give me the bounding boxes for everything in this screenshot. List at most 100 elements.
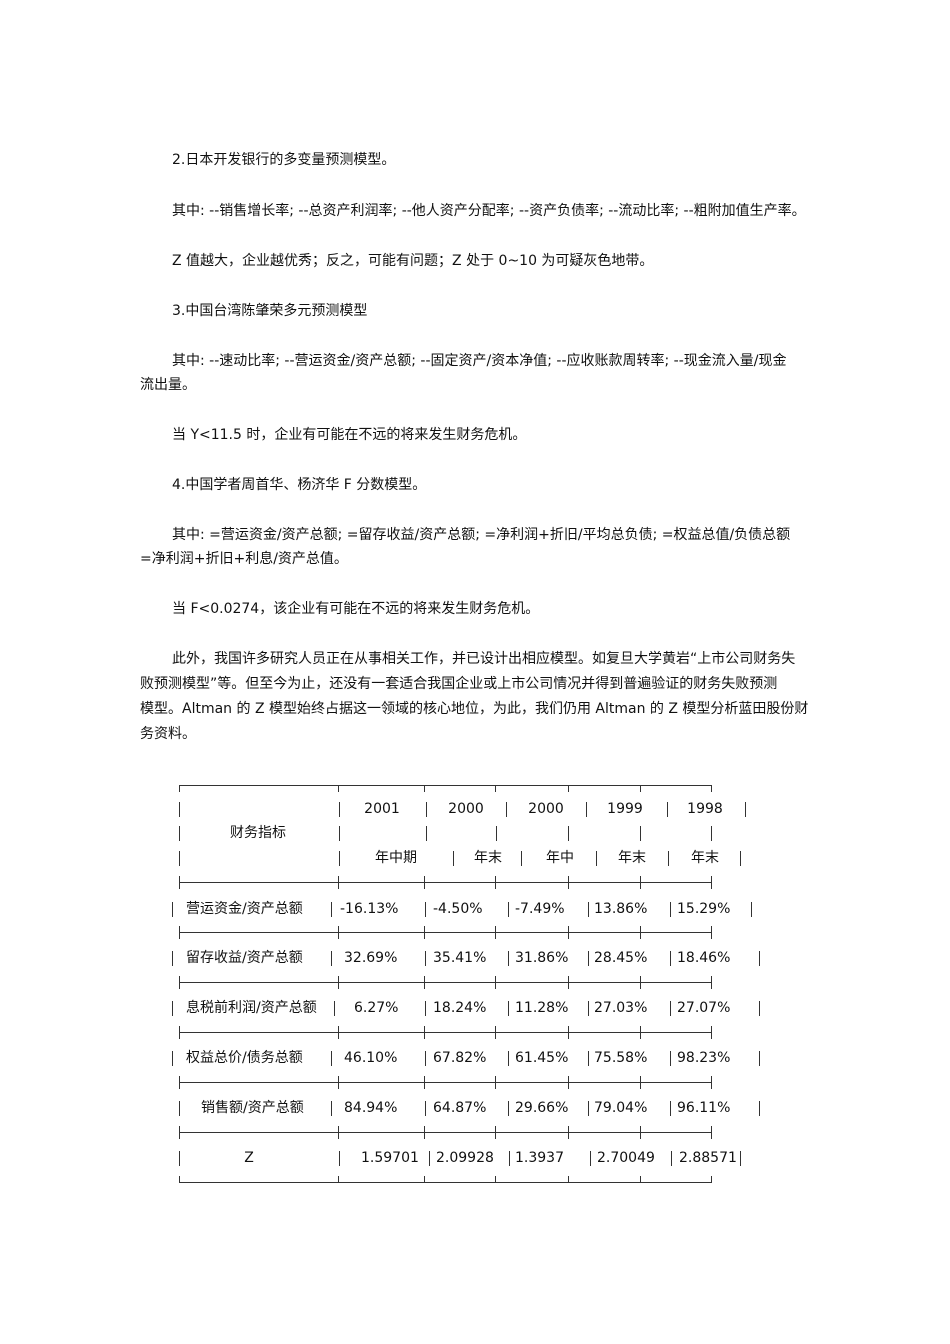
table-pipe — [759, 951, 760, 966]
table-rule-tick — [424, 876, 425, 889]
table-pipe — [508, 1101, 509, 1116]
table-pipe — [179, 851, 180, 866]
table-pipe — [339, 826, 340, 841]
table-rule-tick — [640, 876, 641, 889]
table-cell: 64.87% — [433, 1100, 487, 1116]
table-rule-tick — [338, 926, 339, 939]
table-rule-tick — [179, 785, 180, 792]
table-pipe — [508, 951, 509, 966]
table-rule-tick — [711, 1076, 712, 1089]
table-cell: 15.29% — [677, 901, 731, 917]
table-pipe — [740, 851, 741, 866]
table-rule-tick — [711, 1176, 712, 1183]
table-pipe — [568, 826, 569, 841]
table-pipe — [339, 851, 340, 866]
table-cell: 6.27% — [354, 1000, 399, 1016]
table-cell: 98.23% — [677, 1050, 731, 1066]
table-pipe — [429, 1151, 430, 1166]
table-rule-tick — [338, 876, 339, 889]
table-pipe — [640, 826, 641, 841]
table-cell: 销售额/资产总额 — [201, 1100, 304, 1116]
table-rule-tick — [179, 976, 180, 989]
table-cell: 权益总价/债务总额 — [186, 1050, 303, 1066]
table-pipe — [425, 951, 426, 966]
table-rule-tick — [338, 1176, 339, 1183]
table-cell: 67.82% — [433, 1050, 487, 1066]
paragraph-line: 败预测模型”等。但至今为止，还没有一套适合我国企业或上市公司情况并得到普遍验证的… — [140, 676, 778, 692]
table-pipe — [759, 1101, 760, 1116]
table-cell: 2000 — [448, 801, 484, 817]
paragraph-line: 当 F<0.0274，该企业有可能在不远的将来发生财务危机。 — [172, 601, 540, 617]
table-cell: 18.46% — [677, 950, 731, 966]
table-rule-tick — [495, 1126, 496, 1139]
table-cell: 年末 — [691, 850, 719, 866]
table-pipe — [670, 1001, 671, 1016]
table-pipe — [596, 851, 597, 866]
table-rule — [179, 1132, 711, 1133]
table-rule-tick — [338, 1026, 339, 1039]
table-pipe — [508, 902, 509, 917]
table-pipe — [179, 1101, 180, 1116]
table-rule — [179, 982, 711, 983]
table-rule-tick — [568, 976, 569, 989]
table-cell: 13.86% — [594, 901, 648, 917]
table-rule-tick — [640, 1026, 641, 1039]
table-rule-tick — [338, 1126, 339, 1139]
table-rule-tick — [711, 1026, 712, 1039]
table-cell: 27.07% — [677, 1000, 731, 1016]
table-pipe — [521, 851, 522, 866]
paragraph-line: =净利润+折旧+利息/资产总值。 — [140, 551, 348, 567]
table-pipe — [588, 1001, 589, 1016]
table-pipe — [334, 1001, 335, 1016]
table-pipe — [339, 802, 340, 817]
table-pipe — [745, 802, 746, 817]
table-rule-tick — [640, 1176, 641, 1183]
paragraph-line: 2.日本开发银行的多变量预测模型。 — [172, 152, 396, 168]
table-cell: 1.3937 — [515, 1150, 564, 1166]
paragraph-line: Z 值越大，企业越优秀；反之，可能有问题；Z 处于 0~10 为可疑灰色地带。 — [172, 253, 654, 269]
table-pipe — [496, 826, 497, 841]
table-cell: 96.11% — [677, 1100, 731, 1116]
table-pipe — [172, 1051, 173, 1066]
table-rule-tick — [495, 976, 496, 989]
table-rule-tick — [568, 1026, 569, 1039]
table-pipe — [670, 951, 671, 966]
table-rule — [179, 932, 711, 933]
paragraph-line: 4.中国学者周首华、杨济华 F 分数模型。 — [172, 477, 427, 493]
table-pipe — [331, 1051, 332, 1066]
table-pipe — [179, 826, 180, 841]
table-pipe — [506, 802, 507, 817]
table-pipe — [339, 1151, 340, 1166]
table-rule — [179, 1182, 711, 1183]
table-rule-tick — [495, 1176, 496, 1183]
table-cell: Z — [244, 1150, 254, 1166]
table-cell: 年末 — [474, 850, 502, 866]
table-cell: 27.03% — [594, 1000, 648, 1016]
table-pipe — [740, 1151, 741, 1166]
table-pipe — [331, 1101, 332, 1116]
table-cell: 61.45% — [515, 1050, 569, 1066]
table-pipe — [751, 902, 752, 917]
table-rule-tick — [568, 785, 569, 792]
paragraph-line: 其中: --速动比率; --营运资金/资产总额; --固定资产/资本净值; --… — [172, 353, 787, 369]
table-rule-tick — [424, 1126, 425, 1139]
table-cell: 2001 — [364, 801, 400, 817]
table-rule-tick — [424, 1076, 425, 1089]
table-rule-tick — [568, 926, 569, 939]
table-cell: -7.49% — [515, 901, 565, 917]
table-cell: 1998 — [687, 801, 723, 817]
table-rule-tick — [424, 785, 425, 792]
paragraph-line: 其中: =营运资金/资产总额; =留存收益/资产总额; =净利润+折旧/平均总负… — [172, 527, 791, 543]
table-pipe — [670, 902, 671, 917]
table-pipe — [759, 1051, 760, 1066]
table-cell: -4.50% — [433, 901, 483, 917]
table-cell: 年中期 — [375, 850, 417, 866]
table-rule-tick — [495, 926, 496, 939]
table-cell: -16.13% — [340, 901, 399, 917]
table-cell: 29.66% — [515, 1100, 569, 1116]
table-rule-tick — [424, 976, 425, 989]
table-cell: 75.58% — [594, 1050, 648, 1066]
table-rule-tick — [179, 1026, 180, 1039]
table-rule-tick — [640, 1126, 641, 1139]
table-rule-tick — [568, 876, 569, 889]
